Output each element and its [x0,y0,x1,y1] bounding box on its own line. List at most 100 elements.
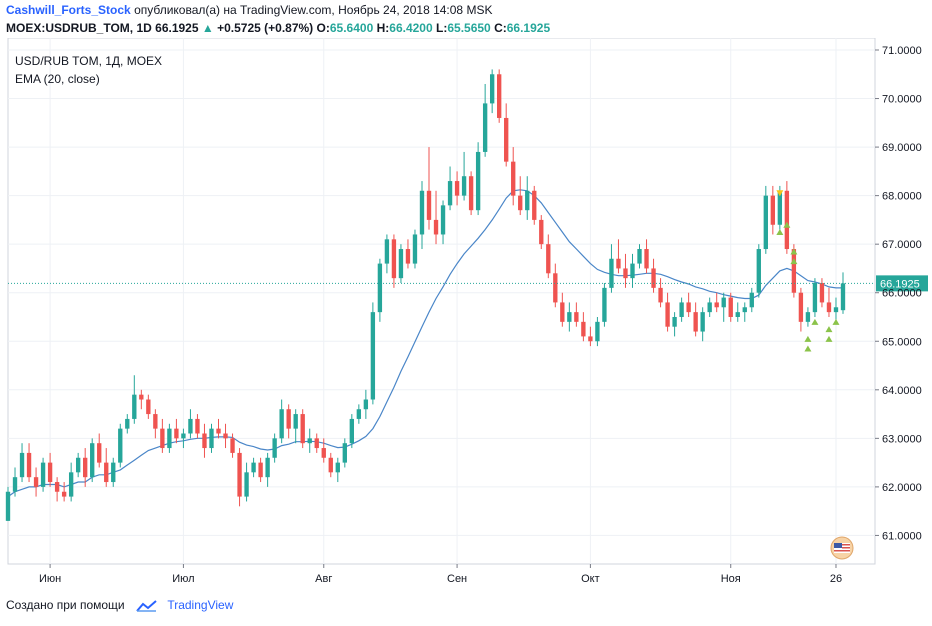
candle [532,185,537,225]
close-value: 66.1925 [506,21,551,35]
candle [707,297,712,317]
candle-body [567,312,572,322]
candle [258,457,263,483]
candle [763,185,768,254]
y-tick-label: 65.0000 [882,336,922,348]
candle-body [602,287,607,322]
tradingview-logo-icon [136,600,157,612]
candle [314,433,319,453]
candle [370,302,376,405]
candle-body [574,312,579,322]
close-label: C: [494,21,507,35]
candle-body [384,239,390,264]
tradingview-link[interactable]: TradingView [167,598,234,612]
candle [251,457,256,478]
legend-title: USD/RUB TOM, 1Д, MOEX [15,54,162,68]
candle [714,292,719,313]
candle [574,302,579,327]
y-tick-label: 62.0000 [882,482,922,494]
candle-body [686,302,691,313]
candle [812,278,818,317]
candle-body [468,176,474,211]
candle-body [560,302,565,322]
candle [735,302,740,322]
candle [679,297,684,322]
signal-up-marker [804,345,812,352]
candle-body [805,312,811,322]
candle [721,292,726,322]
y-tick-label: 69.0000 [882,142,922,154]
candle [286,404,291,439]
candle-body [293,414,298,429]
candle-body [756,249,761,293]
candle-body [504,117,509,162]
candle-body [735,312,740,317]
signal-up-marker [790,248,798,255]
candle-body [518,195,523,211]
candle-body [363,399,369,410]
candle [265,452,270,487]
candle [805,307,811,327]
candle-body [26,452,32,478]
author-link[interactable]: Cashwill_Forts_Stock [6,3,131,17]
candle [840,272,846,314]
candle-body [482,103,488,152]
created-with-text: Создано при помощи [6,598,125,612]
candle-body [139,394,144,400]
last-price-tag [876,275,928,292]
candle-body [251,462,256,473]
candle [195,414,200,439]
candle-body [40,462,46,487]
candle-body [833,307,839,313]
candle-body [426,190,432,220]
candle [321,438,326,463]
candle-body [539,219,544,245]
candle [700,307,705,342]
candle [40,457,46,492]
ema-layer [7,189,843,498]
x-axis[interactable]: Июн Июл Авг Сен Окт Ноя 26 [39,564,842,585]
signal-down-marker [776,190,784,197]
candle [90,438,95,483]
candle-body [328,457,333,473]
candle-body [314,438,319,449]
candle-body [461,176,467,196]
candle-body [595,321,600,342]
candle [279,399,284,444]
candle-body [202,433,207,449]
published-text: опубликовал(а) на TradingView.com, Ноябр… [134,3,493,17]
candle-body [840,283,846,311]
candle [307,428,312,453]
signal-up-marker [790,258,798,265]
y-tick-label: 66.0000 [882,288,922,300]
candle [693,302,698,337]
candle-body [321,448,326,458]
candle [181,428,186,449]
candle-body [286,409,291,429]
candle [174,418,179,444]
candle-body [489,74,495,104]
candle [651,258,656,293]
candle [188,409,193,439]
candle [497,69,502,123]
candle-body [707,302,712,313]
candle-body [307,438,312,444]
candle-body [335,462,340,473]
candle-body [47,462,53,483]
candle-body [90,443,95,478]
footer: Создано при помощи TradingView [6,598,233,612]
candle [644,239,649,274]
candle [167,423,172,453]
y-axis[interactable]: 61.0000 62.0000 63.0000 64.0000 65.0000 66.00… [875,45,922,542]
signal-up-marker [832,318,840,325]
price-chart[interactable]: 66.1925 61.0000 62.0000 63.0000 64.0000 65.0… [0,38,932,590]
candle [616,239,621,274]
candle-body [54,482,60,492]
candle-body [742,307,747,313]
candle [153,409,158,439]
x-tick-label: 26 [830,573,842,585]
x-tick-label: Июн [39,573,61,585]
y-tick-label: 70.0000 [882,94,922,106]
candle-body [826,302,832,313]
candle [588,326,593,347]
